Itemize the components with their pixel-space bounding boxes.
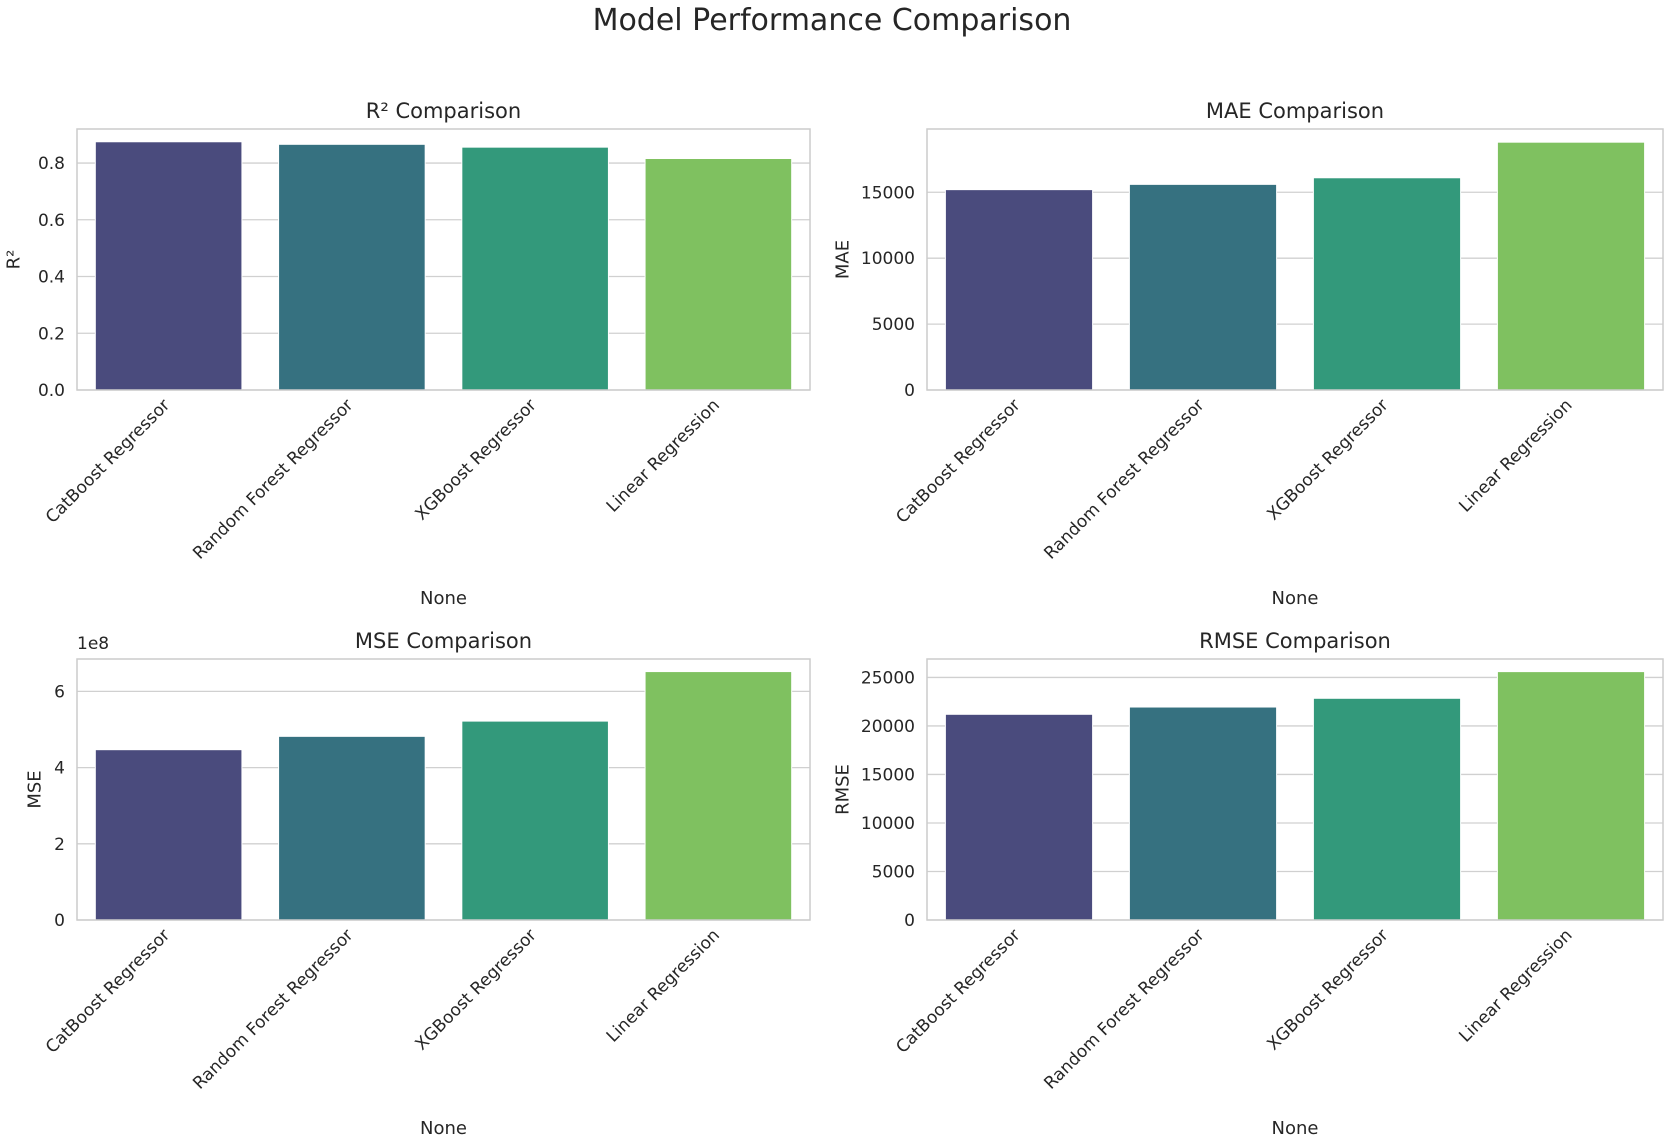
r2-y-tick-label: 0.0 [38,381,65,401]
mse-x-axis-label: None [420,1118,467,1136]
mae-x-tick-label: XGBoost Regressor [1263,395,1392,524]
mse-plot-frame [76,658,811,921]
mse-y-axis-label: MSE [25,770,46,808]
rmse-x-axis-label: None [1272,1118,1319,1136]
rmse-y-tick-label: 5000 [872,862,915,882]
mse-y-tick-label: 2 [54,835,65,855]
mse-bar-linear-regression [644,671,793,921]
rmse-plot-frame [926,658,1664,921]
mse-axis-offset-label: 1e8 [77,634,109,654]
r2-x-tick-label: Linear Regression [603,395,724,516]
r2-bar-linear-regression [644,158,793,391]
mse-y-tick-label: 6 [54,682,65,702]
mse-bar-random-forest-regressor [278,735,426,921]
rmse-bar-catboost-regressor [944,713,1094,921]
mae-plot-frame [926,128,1664,391]
mae-chart: 0 5000 10000 15000 CatBoost Regressor Random … [833,99,1664,609]
rmse-x-tick-label: CatBoost Regressor [892,925,1024,1057]
mse-x-tick-label: CatBoost Regressor [42,925,174,1057]
rmse-y-tick-label: 25000 [861,668,915,688]
mae-x-tick-label: Linear Regression [1455,395,1576,516]
r2-plot-frame [76,128,811,391]
mse-chart: 0 2 4 6 CatBoost Regressor Random Forest Regr… [25,629,811,1136]
r2-chart-title: R² Comparison [366,99,521,123]
mae-y-tick-label: 15000 [861,183,915,203]
mse-bar-xgboost-regressor [461,720,609,921]
rmse-chart: 0 5000 10000 15000 20000 25000 CatBoost Regres… [833,629,1664,1136]
rmse-y-axis-label: RMSE [833,764,854,815]
mae-bar-catboost-regressor [944,189,1094,391]
rmse-y-tick-label: 15000 [861,765,915,785]
mae-bar-random-forest-regressor [1128,183,1278,391]
rmse-x-tick-label: Random Forest Regressor [1040,925,1208,1093]
rmse-bar-linear-regression [1496,671,1646,921]
rmse-bar-xgboost-regressor [1312,697,1462,921]
mae-x-tick-label: Random Forest Regressor [1040,395,1208,563]
mae-y-tick-label: 10000 [861,249,915,269]
r2-x-tick-label: XGBoost Regressor [411,395,540,524]
r2-bar-catboost-regressor [94,141,243,391]
r2-x-tick-label: CatBoost Regressor [42,395,174,527]
mse-bar-catboost-regressor [94,749,243,921]
mse-x-tick-label: XGBoost Regressor [411,925,540,1054]
mae-x-tick-label: CatBoost Regressor [892,395,1024,527]
r2-y-axis-label: R² [4,250,25,270]
mse-y-tick-label: 0 [54,911,65,931]
rmse-y-tick-label: 10000 [861,814,915,834]
mae-chart-title: MAE Comparison [1206,99,1384,123]
r2-y-tick-label: 0.8 [38,154,65,174]
mae-bar-linear-regression [1496,141,1646,391]
figure-title: Model Performance Comparison [593,3,1072,38]
rmse-bar-random-forest-regressor [1128,706,1278,921]
r2-bar-random-forest-regressor [278,143,426,391]
r2-chart: 0.0 0.2 0.4 0.6 0.8 CatBoost Regressor Random … [4,99,811,609]
mae-x-axis-label: None [1272,588,1319,609]
rmse-y-tick-label: 0 [904,911,915,931]
rmse-x-tick-label: XGBoost Regressor [1263,925,1392,1054]
r2-y-tick-label: 0.2 [38,324,65,344]
mse-chart-title: MSE Comparison [355,629,532,653]
mae-y-axis-label: MAE [833,240,854,279]
mse-x-tick-label: Linear Regression [603,925,724,1046]
r2-x-tick-label: Random Forest Regressor [189,395,357,563]
mae-y-tick-label: 5000 [872,315,915,335]
rmse-x-tick-label: Linear Regression [1455,925,1576,1046]
r2-bar-xgboost-regressor [461,146,609,391]
r2-y-tick-label: 0.6 [38,211,65,231]
r2-x-axis-label: None [420,588,467,609]
rmse-chart-title: RMSE Comparison [1199,629,1391,653]
r2-y-tick-label: 0.4 [38,268,65,288]
rmse-y-tick-label: 20000 [861,717,915,737]
mae-bar-xgboost-regressor [1312,177,1462,391]
mse-x-tick-label: Random Forest Regressor [189,925,357,1093]
mae-y-tick-label: 0 [904,381,915,401]
mse-y-tick-label: 4 [54,759,65,779]
